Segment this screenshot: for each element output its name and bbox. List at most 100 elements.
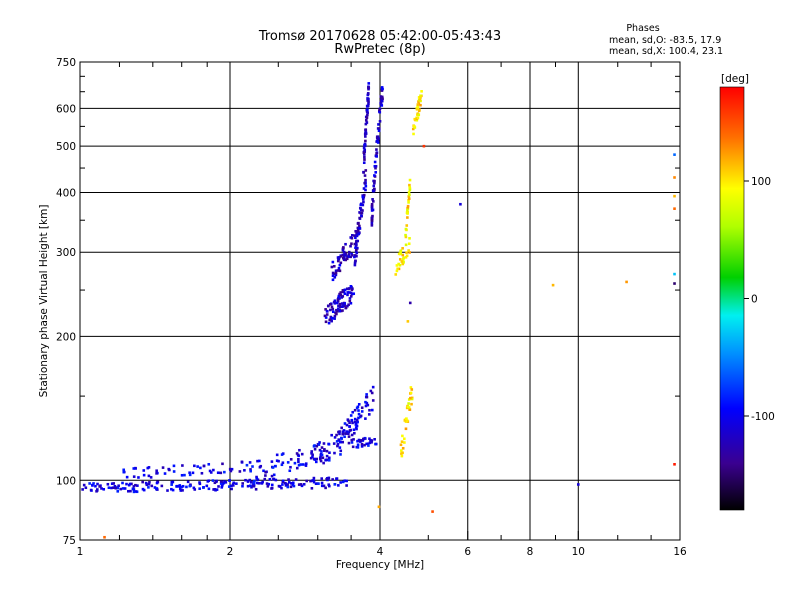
data-point (344, 242, 347, 246)
data-point (401, 253, 405, 257)
data-point (370, 203, 374, 206)
data-point (336, 298, 340, 302)
data-point (113, 484, 117, 488)
data-point (364, 118, 368, 122)
data-point (459, 202, 462, 206)
data-point (336, 307, 340, 311)
data-point (341, 440, 345, 444)
data-point (223, 470, 226, 474)
data-point (405, 254, 409, 258)
data-point (268, 478, 272, 481)
colorbar (719, 86, 745, 511)
data-point (116, 490, 120, 493)
data-point (355, 233, 359, 237)
data-point (411, 127, 415, 131)
data-point (380, 97, 383, 100)
data-point (160, 484, 164, 488)
data-point (125, 482, 128, 486)
data-point (281, 483, 284, 486)
data-point (142, 473, 146, 477)
data-point (349, 255, 352, 259)
data-point (401, 446, 405, 450)
data-point (134, 467, 137, 470)
data-point (413, 117, 417, 121)
data-point (349, 414, 353, 417)
data-point (230, 467, 234, 471)
data-point (331, 274, 335, 278)
y-tick-label: 500 (56, 141, 76, 153)
data-point (366, 111, 369, 114)
data-point (179, 489, 183, 492)
data-point (253, 479, 256, 483)
data-point (327, 442, 331, 446)
data-point (297, 458, 300, 461)
data-point (407, 191, 411, 194)
data-point (335, 312, 338, 316)
data-point (231, 484, 235, 487)
data-point (373, 179, 376, 183)
data-point (406, 204, 410, 208)
data-point (354, 259, 357, 263)
data-point (137, 476, 140, 479)
data-point (297, 483, 301, 486)
data-point (318, 448, 322, 452)
data-point (355, 406, 359, 410)
data-point (365, 121, 369, 124)
data-point (422, 144, 426, 148)
data-point (356, 446, 360, 449)
data-point (305, 479, 308, 483)
data-point (376, 141, 380, 144)
data-point (338, 430, 341, 433)
data-point (402, 260, 405, 264)
data-point (202, 486, 205, 489)
chart-title: Tromsø 20170628 05:42:00-05:43:43 (258, 29, 501, 44)
data-point (374, 442, 377, 446)
data-point (128, 482, 132, 486)
data-point (130, 482, 133, 486)
data-point (380, 104, 384, 107)
y-tick-label: 750 (56, 57, 76, 69)
data-point (311, 453, 314, 457)
data-point (141, 480, 144, 484)
data-point (167, 467, 171, 471)
data-point (149, 476, 153, 479)
data-point (324, 486, 327, 490)
data-point (373, 438, 376, 441)
data-point (112, 482, 115, 485)
y-tick-label: 100 (56, 475, 76, 487)
data-point (371, 208, 375, 212)
x-tick-label: 16 (673, 546, 687, 558)
data-point (352, 438, 355, 441)
data-point (364, 135, 367, 138)
data-point (353, 255, 356, 259)
data-point (155, 481, 159, 485)
data-point (330, 305, 334, 309)
data-point (270, 483, 274, 487)
data-point (315, 457, 319, 461)
data-point (340, 426, 343, 430)
data-point (326, 310, 329, 313)
data-point (289, 458, 293, 461)
data-point (96, 482, 99, 486)
data-point (333, 314, 337, 318)
data-point (356, 228, 360, 231)
data-point (339, 440, 342, 444)
data-point (222, 481, 226, 485)
data-point (354, 426, 358, 429)
data-point (366, 442, 370, 446)
data-point (366, 108, 369, 111)
data-point (330, 265, 334, 269)
data-point (175, 484, 179, 488)
data-point (360, 214, 363, 218)
data-point (370, 206, 374, 210)
data-point (122, 470, 126, 474)
data-point (364, 139, 367, 143)
data-point (364, 169, 368, 172)
data-point (301, 463, 305, 466)
data-point (232, 481, 235, 485)
data-point (155, 469, 158, 473)
data-point (351, 410, 355, 414)
data-point (96, 488, 99, 491)
data-point (403, 437, 406, 441)
data-point (364, 404, 368, 408)
